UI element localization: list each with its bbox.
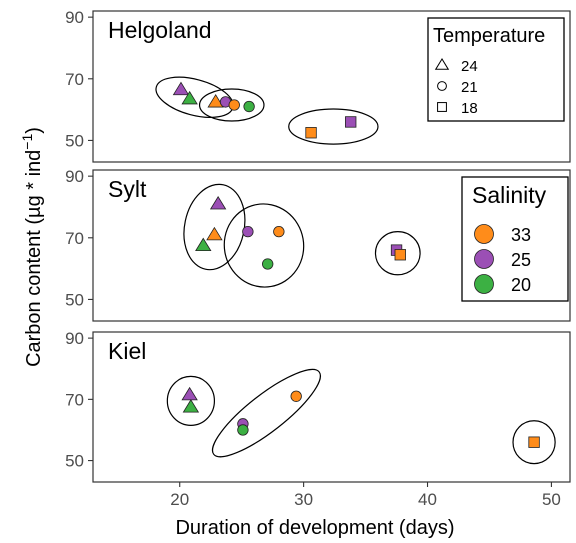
facet-panel-border: [92, 331, 571, 483]
cluster-ellipse: [374, 231, 421, 276]
y-tick-label: 90: [65, 329, 84, 348]
data-point: [305, 127, 317, 139]
legend-temperature: Temperature 24 21 18: [427, 17, 565, 122]
data-point: [262, 258, 274, 270]
legend-salinity-label: 25: [511, 250, 531, 270]
facet-sylt: Sylt 50 70 90: [65, 167, 571, 322]
data-point: [207, 94, 224, 108]
cluster-ellipse: [211, 368, 321, 458]
y-tick-label: 50: [65, 452, 84, 471]
y-tick-label: 50: [65, 131, 84, 150]
y-tick-label: 70: [65, 390, 84, 409]
y-axis-title: Carbon content (µg * ind−1): [19, 127, 45, 367]
y-axis-title-suffix: ): [23, 127, 45, 134]
legend-salinity-swatch: [474, 249, 494, 269]
facet-helgoland: Helgoland 50 70 90: [65, 8, 571, 163]
cluster-ellipse: [198, 88, 265, 122]
legend-temperature-box: [427, 17, 565, 122]
legend-temperature-title: Temperature: [433, 25, 545, 47]
y-tick-label: 70: [65, 70, 84, 89]
x-axis-title: Duration of development (days): [175, 517, 454, 539]
legend-salinity-label: 20: [511, 275, 531, 295]
y-tick-label: 70: [65, 229, 84, 248]
x-tick-label: 30: [294, 490, 313, 509]
data-point: [228, 99, 240, 111]
cluster-ellipse: [166, 375, 216, 426]
legend-salinity-label: 33: [511, 225, 531, 245]
data-point: [209, 196, 227, 210]
legend-layer: Temperature 24 21 18 Salinity 33 25 20: [427, 17, 569, 302]
legend-temperature-label: 21: [461, 79, 478, 96]
x-tick-label: 20: [170, 490, 189, 509]
data-point: [394, 249, 406, 261]
legend-triangle-icon: [434, 58, 450, 70]
data-point: [242, 225, 254, 238]
data-point: [237, 424, 249, 436]
facet-title: Kiel: [108, 338, 146, 364]
cluster-ellipse: [223, 203, 305, 288]
facet-title: Sylt: [108, 176, 147, 202]
y-tick-label: 90: [65, 167, 84, 186]
legend-salinity-swatch: [474, 224, 494, 244]
x-tick-label: 50: [542, 490, 561, 509]
data-point: [195, 237, 212, 252]
legend-temperature-label: 24: [461, 58, 478, 75]
y-tick-label: 50: [65, 290, 84, 309]
data-point: [345, 116, 357, 128]
y-tick-label: 90: [65, 8, 84, 27]
legend-salinity-swatch: [474, 274, 494, 294]
data-point: [206, 226, 223, 241]
data-point: [290, 390, 302, 402]
data-point: [182, 399, 200, 413]
legend-temperature-label: 18: [461, 100, 478, 117]
facet-kiel: Kiel 50 70 90 20 30 40 50: [65, 329, 571, 509]
facet-panel-border: [92, 10, 571, 163]
data-point: [243, 100, 255, 113]
facet-layer: Helgoland 50 70 90 Sylt 50 70 90 Kiel 50 70 90 20 30 4…: [65, 8, 571, 509]
data-point: [181, 90, 198, 105]
legend-circle-icon: [437, 81, 447, 91]
data-point: [273, 225, 285, 238]
y-axis-title-superscript: −1: [19, 134, 35, 150]
y-axis-title-main: Carbon content (µg * ind: [23, 150, 45, 367]
cluster-ellipse: [512, 420, 556, 465]
data-point: [528, 436, 540, 448]
facet-panel-border: [92, 169, 571, 322]
data-point: [181, 386, 198, 401]
data-point: [172, 81, 190, 96]
cluster-ellipse: [288, 108, 379, 145]
x-tick-label: 40: [418, 490, 437, 509]
legend-square-icon: [437, 102, 447, 112]
legend-salinity: Salinity 33 25 20: [461, 176, 569, 302]
legend-salinity-title: Salinity: [472, 182, 547, 208]
facet-title: Helgoland: [108, 17, 212, 43]
